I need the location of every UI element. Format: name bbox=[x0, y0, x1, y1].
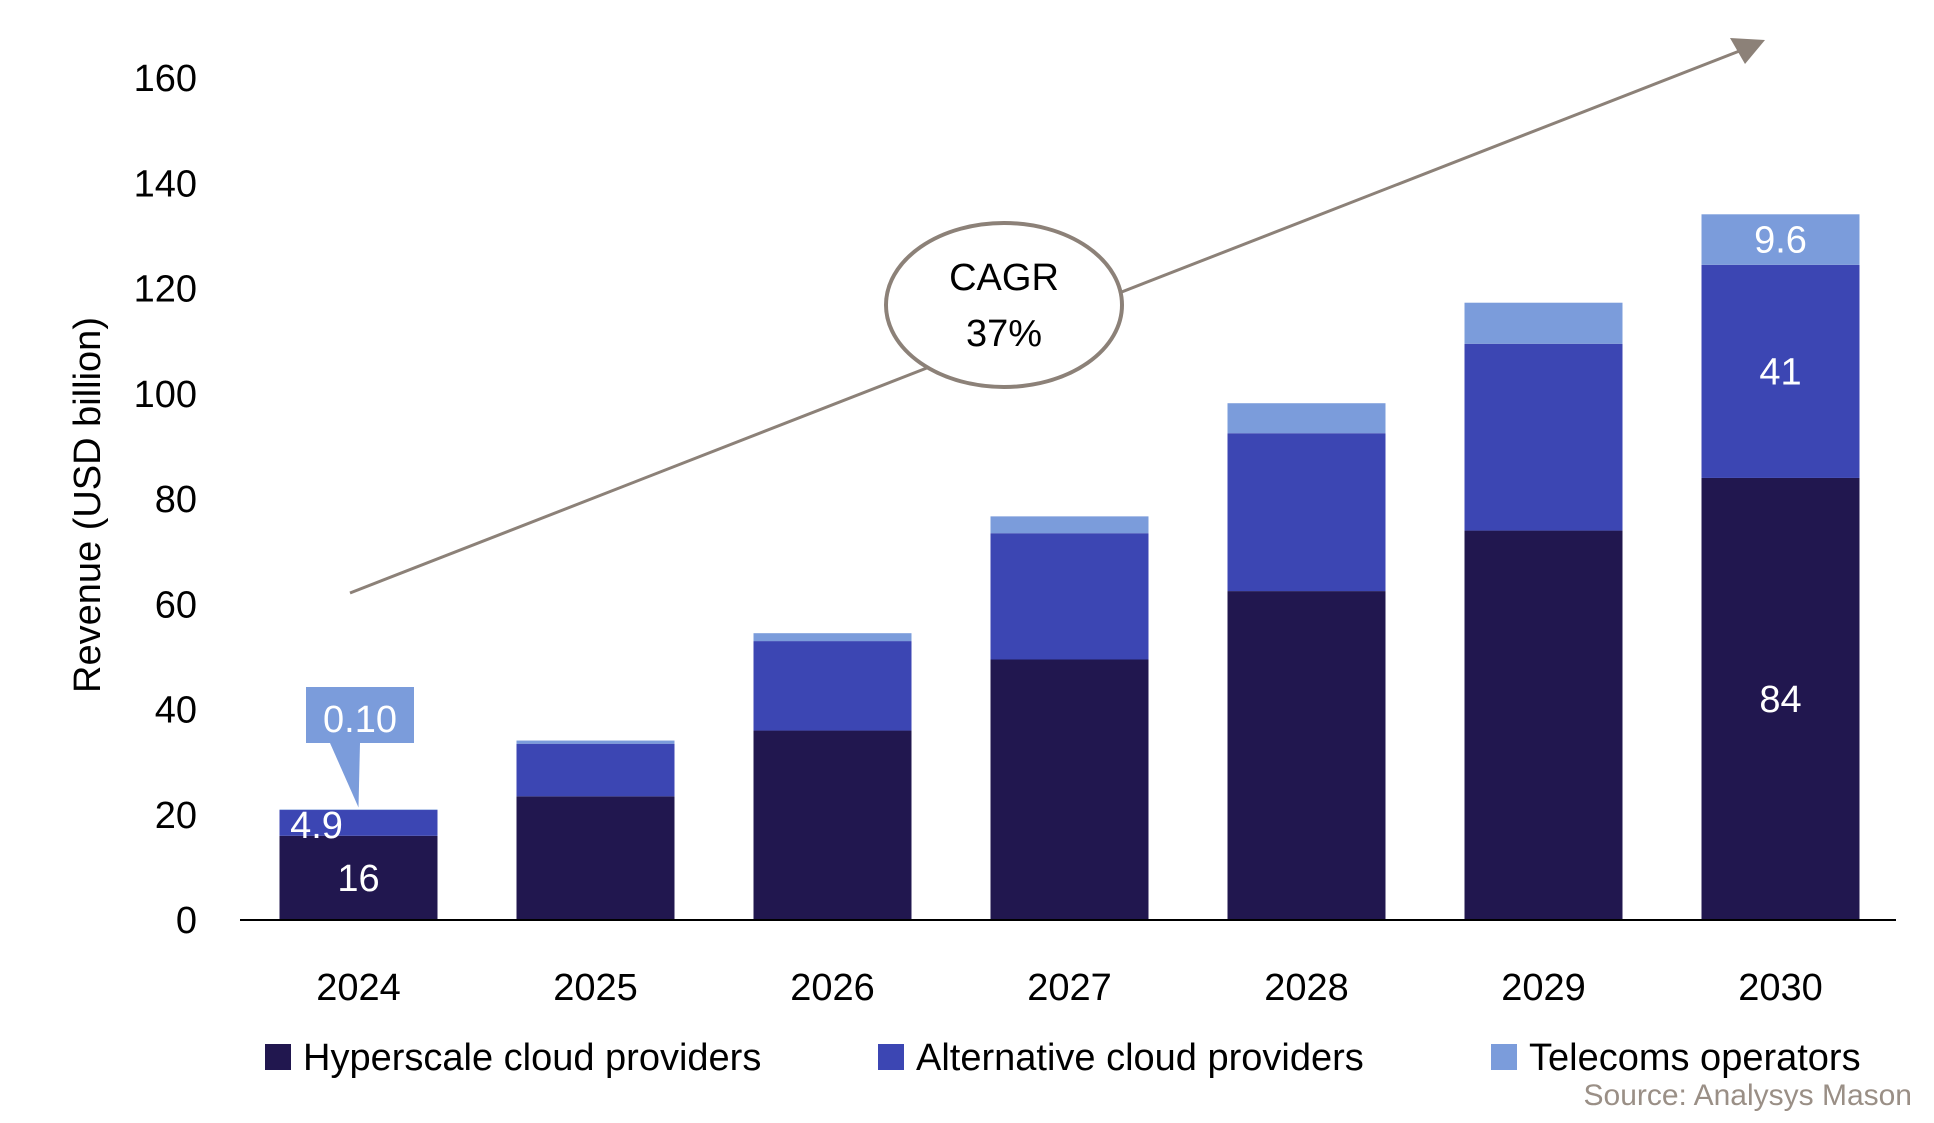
legend-label: Telecoms operators bbox=[1529, 1037, 1861, 1079]
y-tick-label: 80 bbox=[155, 479, 197, 521]
bar-alternative-cloud-providers bbox=[1701, 264, 1860, 478]
x-tick-label: 2028 bbox=[1264, 967, 1349, 1009]
bar-hyperscale-cloud-providers bbox=[1701, 477, 1860, 920]
x-tick-label: 2027 bbox=[1027, 967, 1112, 1009]
data-label: 0.10 bbox=[323, 699, 397, 741]
x-tick-label: 2025 bbox=[553, 967, 638, 1009]
cagr-label: CAGR bbox=[949, 257, 1059, 299]
y-tick-label: 140 bbox=[134, 163, 197, 205]
legend-swatch bbox=[265, 1044, 291, 1070]
callout-pointer bbox=[330, 743, 360, 808]
bar-telecoms-operators bbox=[1464, 302, 1623, 344]
bar-alternative-cloud-providers bbox=[1464, 343, 1623, 531]
bar-hyperscale-cloud-providers bbox=[1227, 591, 1386, 920]
x-tick-label: 2024 bbox=[316, 967, 401, 1009]
y-tick-label: 20 bbox=[155, 795, 197, 837]
bar-alternative-cloud-providers bbox=[279, 810, 438, 836]
y-tick-label: 100 bbox=[134, 374, 197, 416]
legend: Hyperscale cloud providers Alternative cl… bbox=[265, 1037, 1861, 1079]
bars bbox=[279, 214, 1860, 920]
y-axis-ticks: 0 20 40 60 80 100 120 140 160 bbox=[134, 58, 197, 942]
bar-telecoms-operators bbox=[279, 809, 438, 811]
data-label: 84 bbox=[1759, 679, 1801, 721]
y-tick-label: 0 bbox=[176, 900, 197, 942]
bar-telecoms-operators bbox=[1227, 403, 1386, 434]
legend-swatch bbox=[1491, 1044, 1517, 1070]
bar-alternative-cloud-providers bbox=[990, 533, 1149, 660]
data-label: 4.9 bbox=[290, 805, 343, 847]
legend-label: Alternative cloud providers bbox=[916, 1037, 1364, 1079]
data-label: 41 bbox=[1759, 351, 1801, 393]
bar-hyperscale-cloud-providers bbox=[753, 730, 912, 920]
x-tick-label: 2030 bbox=[1738, 967, 1823, 1009]
bar-hyperscale-cloud-providers bbox=[516, 796, 675, 920]
bar-telecoms-operators bbox=[753, 633, 912, 642]
bar-alternative-cloud-providers bbox=[1227, 433, 1386, 592]
bar-telecoms-operators bbox=[516, 740, 675, 744]
cagr-arrow-head bbox=[1730, 38, 1765, 64]
data-label: 9.6 bbox=[1754, 220, 1807, 262]
cagr-annotation: CAGR 37% bbox=[349, 38, 1765, 595]
callout-box bbox=[306, 687, 414, 743]
bar-hyperscale-cloud-providers bbox=[279, 835, 438, 920]
bar-hyperscale-cloud-providers bbox=[1464, 530, 1623, 920]
bar-alternative-cloud-providers bbox=[753, 641, 912, 731]
y-tick-label: 120 bbox=[134, 269, 197, 311]
bar-telecoms-operators bbox=[1701, 214, 1860, 265]
y-tick-label: 40 bbox=[155, 690, 197, 732]
y-tick-label: 60 bbox=[155, 584, 197, 626]
data-labels: 16 4.9 0.10 84 41 9.6 bbox=[290, 220, 1807, 900]
x-tick-label: 2029 bbox=[1501, 967, 1586, 1009]
legend-label: Hyperscale cloud providers bbox=[303, 1037, 761, 1079]
bar-hyperscale-cloud-providers bbox=[990, 659, 1149, 920]
source-note: Source: Analysys Mason bbox=[1584, 1079, 1913, 1112]
bar-alternative-cloud-providers bbox=[516, 743, 675, 797]
bar-telecoms-operators bbox=[990, 516, 1149, 534]
data-label: 16 bbox=[337, 858, 379, 900]
legend-swatch bbox=[878, 1044, 904, 1070]
x-tick-label: 2026 bbox=[790, 967, 875, 1009]
x-axis-ticks: 2024 2025 2026 2027 2028 2029 2030 bbox=[316, 967, 1823, 1009]
y-tick-label: 160 bbox=[134, 58, 197, 100]
cagr-ellipse bbox=[884, 221, 1124, 389]
cagr-value: 37% bbox=[966, 313, 1042, 355]
y-axis-title: Revenue (USD billion) bbox=[67, 317, 109, 693]
